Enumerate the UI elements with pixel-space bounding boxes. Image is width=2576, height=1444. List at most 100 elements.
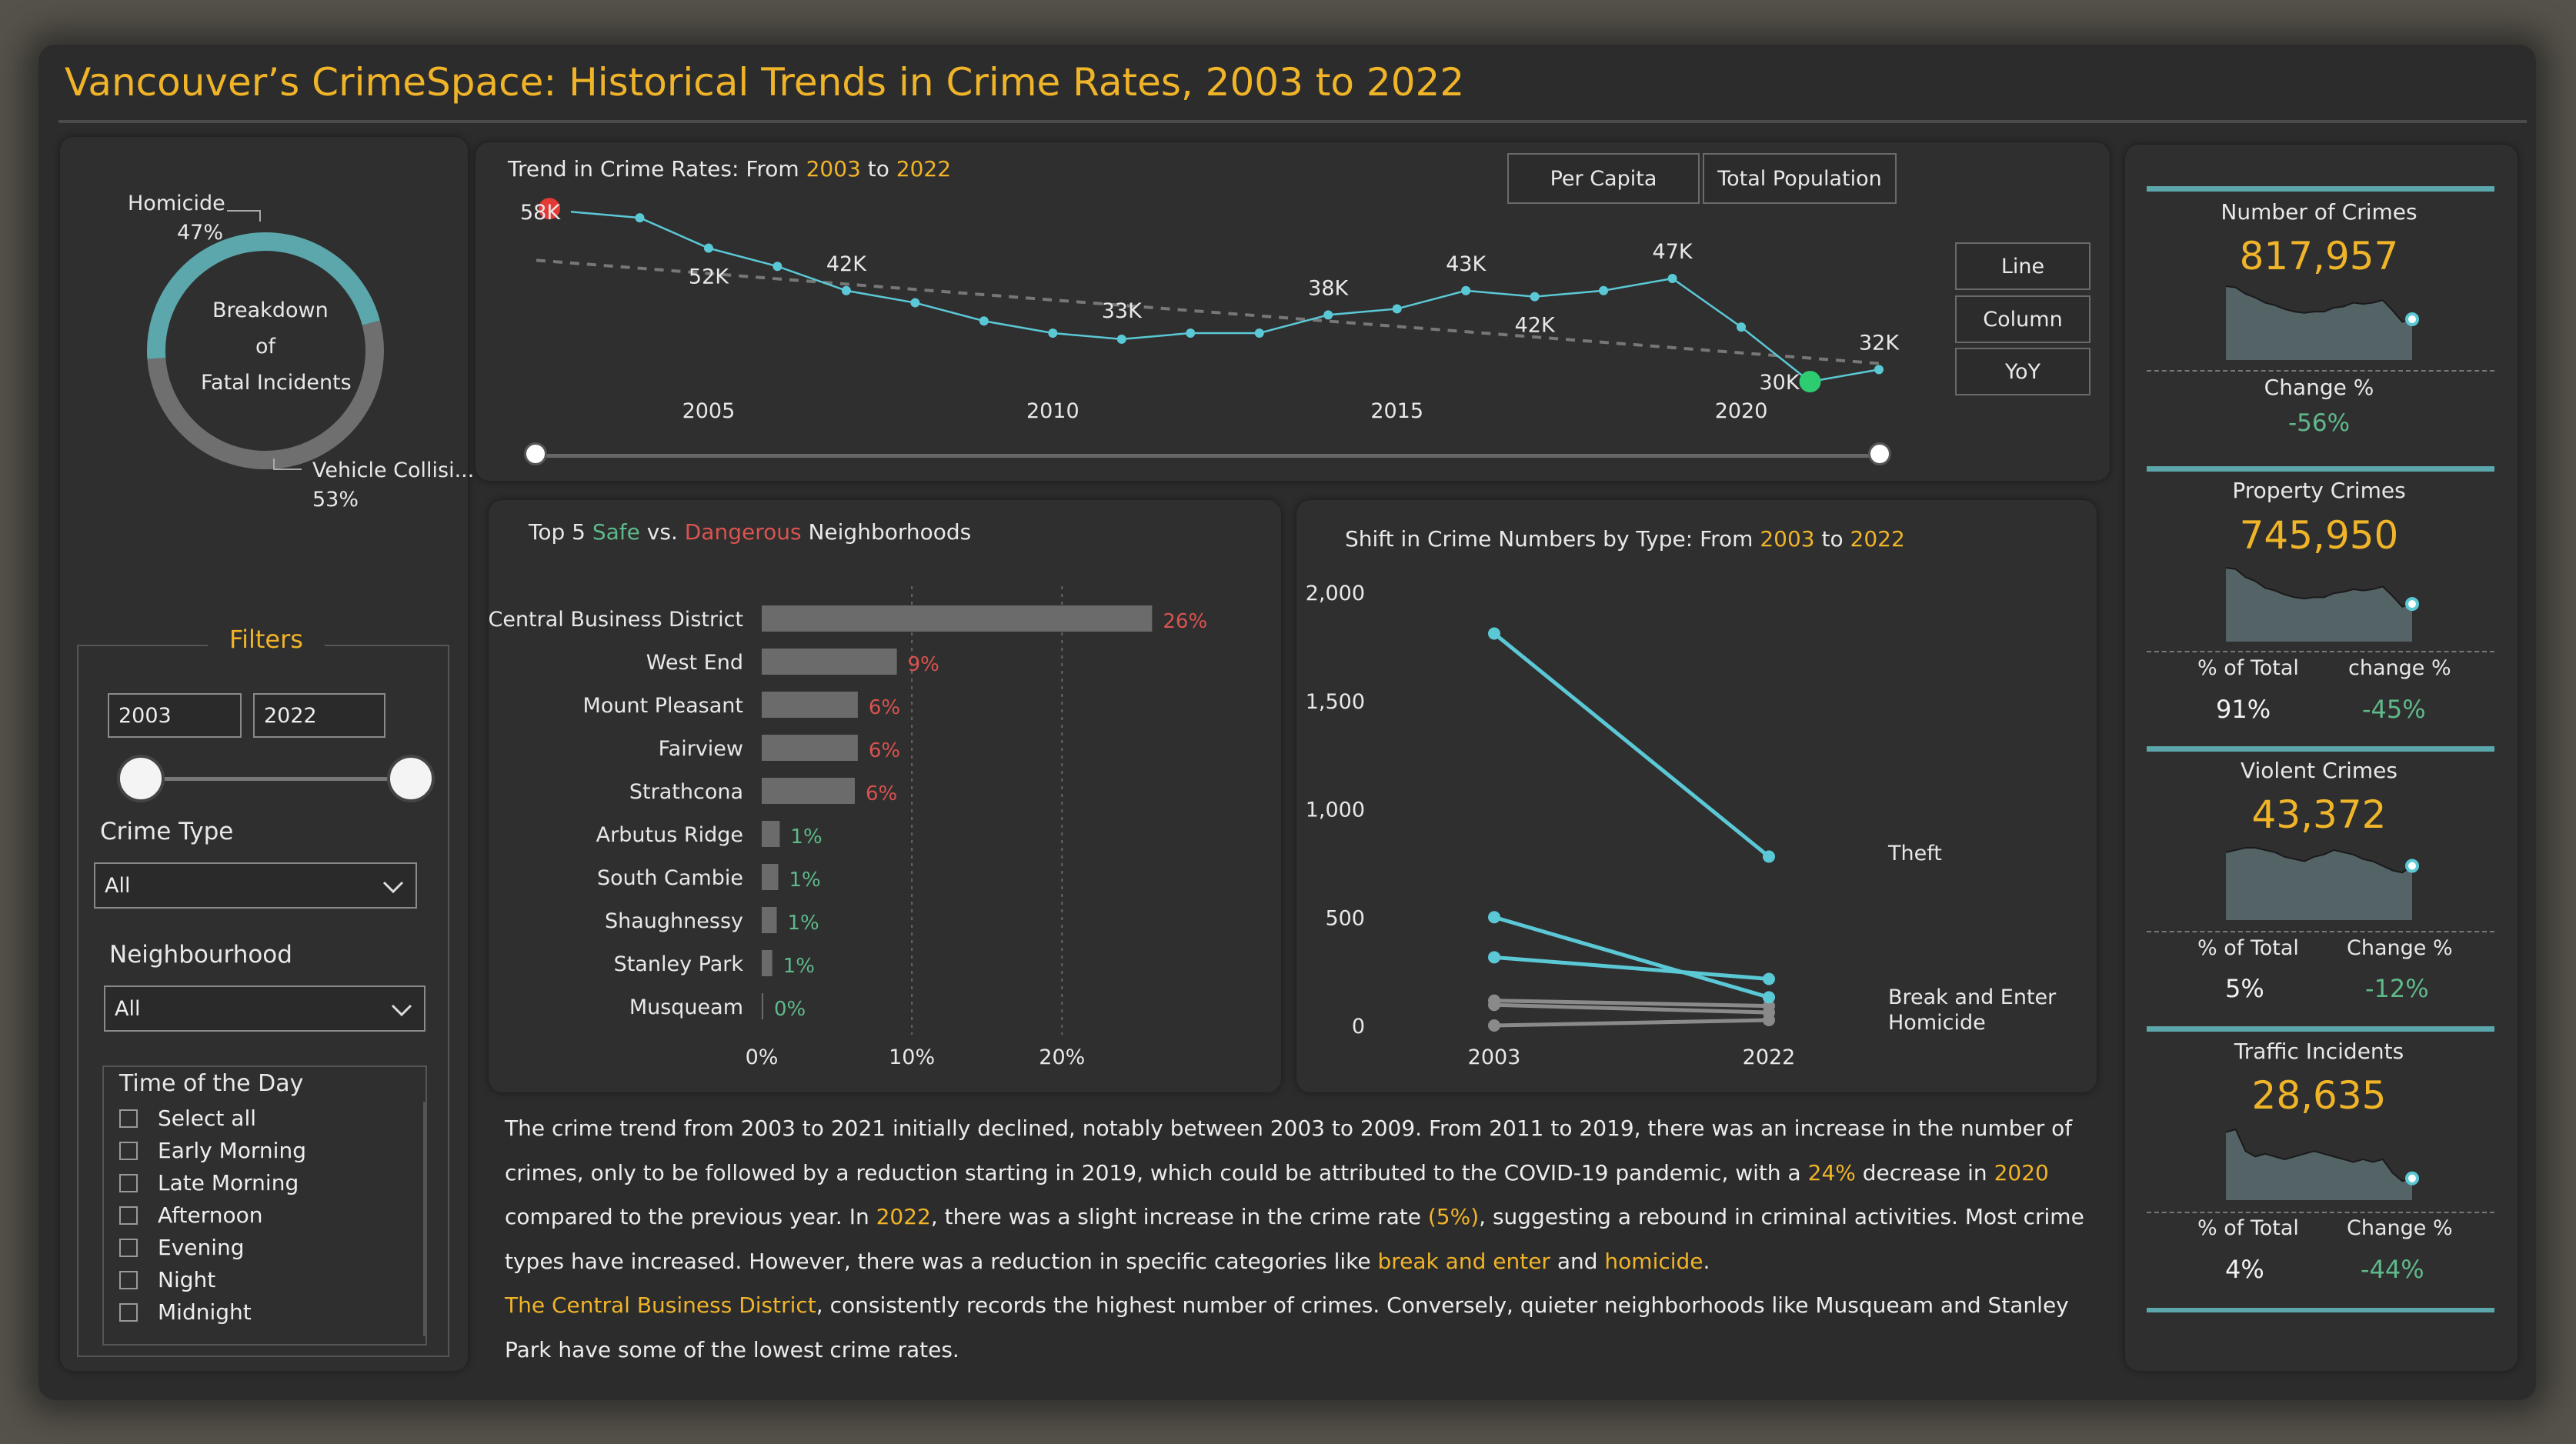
top5-category-label: Shaughnessy (605, 909, 743, 933)
top5-bar[interactable] (762, 864, 779, 890)
trend-range-start-handle[interactable] (524, 442, 547, 465)
trend-range-slider-track[interactable] (537, 454, 1879, 458)
shift-point[interactable] (1488, 1019, 1500, 1032)
kpi-number-of-crimes-change-label: Change % (2264, 375, 2374, 400)
kpi-traffic-incidents-pct-value: 4% (2225, 1255, 2264, 1284)
crime-type-select[interactable]: All (94, 862, 417, 909)
top5-bar[interactable] (762, 735, 858, 761)
kpi-divider-4 (2147, 1212, 2494, 1213)
donut-slice-vehicle[interactable] (147, 320, 384, 469)
trend-series-line[interactable] (570, 210, 1880, 383)
top5-bar[interactable] (762, 692, 858, 718)
checkbox-midnight[interactable] (119, 1303, 138, 1322)
checkbox-late-morning[interactable] (119, 1174, 138, 1192)
donut-label-vehicle: Vehicle Collisi... (312, 459, 475, 482)
shift-point[interactable] (1763, 972, 1775, 985)
top5-data-label: 0% (774, 998, 806, 1021)
trend-point-2015[interactable] (1392, 304, 1402, 314)
trend-point-2020[interactable] (1737, 322, 1747, 332)
top5-data-label: 1% (783, 955, 815, 978)
checkbox-early-morning[interactable] (119, 1142, 138, 1160)
top5-bar[interactable] (762, 993, 763, 1019)
year-slider-end-handle[interactable] (387, 755, 435, 802)
time-of-day-box (102, 1065, 427, 1346)
kpi-sparkline-line (2225, 567, 2413, 608)
option-night[interactable]: Night (158, 1267, 216, 1292)
year-from-input[interactable]: 2003 (108, 693, 242, 738)
trend-point-2018[interactable] (1599, 285, 1609, 295)
top5-bar[interactable] (762, 778, 855, 804)
checkbox-night[interactable] (119, 1271, 138, 1289)
trend-max-marker[interactable] (539, 198, 560, 220)
year-to-input[interactable]: 2022 (253, 693, 385, 738)
trend-point-2010[interactable] (1048, 328, 1058, 338)
option-afternoon[interactable]: Afternoon (158, 1202, 263, 1228)
trend-point-2012[interactable] (1186, 328, 1196, 338)
shift-point[interactable] (1488, 951, 1500, 964)
trend-title-from: 2003 (806, 156, 861, 182)
time-of-day-scrollbar[interactable] (423, 1102, 425, 1336)
shift-series-line[interactable] (1493, 915, 1770, 999)
shift-chart-title: Shift in Crime Numbers by Type: From 200… (1345, 526, 1905, 552)
top5-bar-chart[interactable]: 0% 10% 20% Central Business District 26% West… (0, 0, 1308, 1092)
trend-point-2008[interactable] (910, 298, 920, 308)
option-late-morning[interactable]: Late Morning (158, 1170, 299, 1196)
shift-point[interactable] (1763, 991, 1775, 1004)
trend-point-2011[interactable] (1116, 334, 1126, 344)
trend-point-2005[interactable] (703, 243, 713, 253)
kpi-sparkline-line (2225, 1128, 2413, 1182)
shift-point[interactable] (1763, 999, 1775, 1012)
total-population-toggle[interactable]: Total Population (1703, 153, 1897, 204)
kpi-property-crimes-pct-value: 91% (2216, 695, 2271, 724)
column-chart-button[interactable]: Column (1955, 295, 2090, 343)
top5-bar[interactable] (762, 649, 897, 675)
trend-point-2017[interactable] (1530, 292, 1540, 302)
trend-line-chart[interactable]: 58K 52K 42K 33K 38K 43K 42K 47K 30K 32K 2005 2010 20… (0, 0, 2576, 492)
shift-point[interactable] (1488, 627, 1500, 640)
top5-bar[interactable] (762, 821, 780, 847)
option-select-all[interactable]: Select all (158, 1106, 256, 1131)
option-early-morning[interactable]: Early Morning (158, 1138, 306, 1163)
line-chart-button[interactable]: Line (1955, 242, 2090, 290)
checkbox-afternoon[interactable] (119, 1206, 138, 1225)
shift-point[interactable] (1488, 911, 1500, 924)
neighbourhood-select[interactable]: All (104, 985, 425, 1032)
shift-point[interactable] (1763, 850, 1775, 863)
narrative-highlight-2022: 2022 (876, 1204, 931, 1230)
option-midnight[interactable]: Midnight (158, 1299, 252, 1325)
trend-range-end-handle[interactable] (1868, 442, 1891, 465)
shift-series-line[interactable] (1493, 632, 1770, 859)
kpi-divider-2 (2147, 651, 2494, 652)
year-slider-track[interactable] (138, 777, 412, 781)
trend-point-2004[interactable] (635, 213, 645, 223)
donut-slice-homicide[interactable] (147, 232, 380, 359)
trend-min-marker[interactable] (1799, 371, 1821, 393)
checkbox-select-all[interactable] (119, 1109, 138, 1128)
year-slider-start-handle[interactable] (117, 755, 165, 802)
shift-series-line[interactable] (1493, 999, 1770, 1009)
yoy-chart-button[interactable]: YoY (1955, 348, 2090, 395)
crime-type-value: All (105, 873, 131, 898)
shift-series-line[interactable] (1493, 1018, 1770, 1028)
trend-point-2014[interactable] (1323, 310, 1333, 320)
top5-bar[interactable] (762, 605, 1153, 632)
fatal-incidents-donut[interactable] (92, 185, 477, 523)
top5-bar[interactable] (762, 950, 772, 976)
top5-bar[interactable] (762, 907, 777, 933)
trend-point-2022[interactable] (1874, 365, 1884, 375)
trend-point-2009[interactable] (979, 316, 989, 326)
kpi-violent-crimes-heading: Violent Crimes (2240, 758, 2397, 783)
shift-title-to: 2022 (1850, 526, 1905, 552)
shift-series-line[interactable] (1493, 1002, 1770, 1015)
trend-point-2013[interactable] (1254, 328, 1264, 338)
option-evening[interactable]: Evening (158, 1235, 245, 1260)
trend-point-2006[interactable] (772, 262, 782, 272)
per-capita-toggle[interactable]: Per Capita (1507, 153, 1700, 204)
trend-point-2016[interactable] (1461, 285, 1471, 295)
shift-point[interactable] (1488, 994, 1500, 1007)
checkbox-evening[interactable] (119, 1239, 138, 1257)
shift-series-line[interactable] (1493, 955, 1770, 981)
trend-point-2019[interactable] (1667, 274, 1677, 283)
trend-point-2007[interactable] (841, 285, 851, 295)
